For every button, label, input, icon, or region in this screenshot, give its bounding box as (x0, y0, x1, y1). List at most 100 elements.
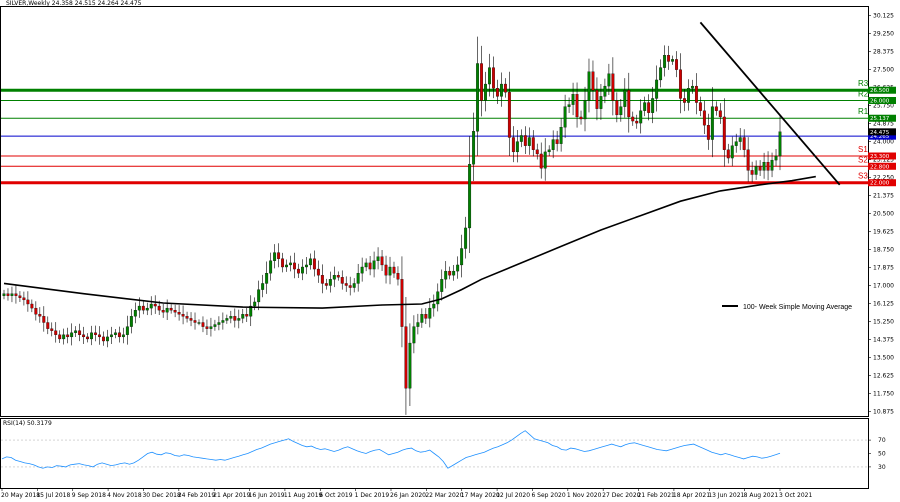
candle-body (547, 149, 551, 153)
candle-body (285, 264, 288, 268)
candle-body (563, 106, 567, 128)
candle-body (2, 293, 6, 296)
candle-body (109, 334, 113, 338)
candle-body (129, 316, 133, 327)
candle-body (559, 127, 563, 144)
price-panel-frame (0, 6, 869, 417)
candle-body (121, 334, 125, 338)
x-tick-label: 8 Aug 2021 (744, 492, 779, 499)
y-tick-label: 25.750 (873, 103, 894, 110)
candle-body (611, 73, 615, 101)
candle-body (38, 314, 42, 317)
x-tick-label: 30 Dec 2018 (142, 492, 181, 499)
candle-body (336, 275, 340, 278)
candle-body (98, 334, 101, 338)
candle-body (535, 149, 539, 155)
candle-body (655, 79, 659, 99)
symbol-header: SILVER,Weekly 24.358 24.515 24.264 24.47… (6, 0, 142, 7)
current-price-tag-text: 24.475 (870, 130, 890, 136)
x-tick-label: 16 Jun 2019 (249, 492, 285, 499)
candle-body (480, 63, 483, 101)
candle-body (137, 305, 141, 311)
x-tick-label: 12 Jul 2020 (496, 492, 530, 499)
rsi-tick-label: 30 (878, 464, 886, 471)
y-tick-label: 17.875 (873, 265, 894, 272)
candle-body (301, 266, 304, 274)
candle-body (639, 110, 643, 124)
candle-body (758, 166, 762, 171)
candle-body (404, 326, 408, 389)
level-price-tag (868, 97, 896, 104)
descending-trendline (699, 21, 841, 186)
candle-body (368, 262, 372, 270)
candle-body (58, 334, 62, 340)
candle-body (774, 155, 778, 161)
x-tick-label: 18 Apr 2021 (673, 492, 710, 499)
x-tick-label: 21 Apr 2019 (213, 492, 250, 499)
level-price-tag (868, 132, 896, 140)
candle-body (651, 98, 655, 113)
candle-body (683, 98, 686, 103)
x-tick-label: 17 May 2020 (461, 492, 500, 499)
candle-body (567, 104, 571, 107)
rsi-line (1, 430, 781, 469)
candle-body (157, 305, 161, 311)
candle-body (746, 149, 750, 171)
candle-body (14, 293, 18, 296)
candle-body (364, 262, 368, 268)
x-tick-label: 13 Jun 2021 (708, 492, 744, 499)
y-tick-label: 18.750 (873, 247, 894, 254)
candle-body (615, 100, 619, 116)
level-price-tag-text: 26.000 (870, 99, 890, 105)
candle-body (197, 322, 201, 324)
candle-body (412, 326, 416, 344)
candle-body (50, 328, 54, 331)
candle-body (46, 322, 50, 329)
sma-100-series (3, 175, 816, 309)
candle-body (667, 55, 671, 62)
candle-body (647, 102, 651, 113)
level-price-tag (868, 162, 896, 170)
y-tick-label: 21.375 (873, 193, 894, 200)
candle-body (297, 268, 300, 274)
y-tick-label: 27.500 (873, 67, 894, 74)
candle-body (372, 260, 376, 270)
candlestick-series (2, 36, 782, 415)
candle-body (18, 295, 22, 298)
y-tick-label: 24.000 (873, 139, 894, 146)
candle-body (452, 270, 456, 276)
candle-body (428, 307, 432, 319)
candle-body (90, 332, 93, 340)
candle-body (742, 137, 746, 150)
level-label: S1 (858, 145, 868, 154)
candle-body (416, 322, 420, 327)
candle-body (293, 262, 296, 270)
candle-body (496, 88, 499, 97)
candle-body (153, 303, 157, 307)
candle-body (583, 100, 587, 120)
candle-body (543, 151, 547, 169)
candle-body (424, 314, 428, 319)
candle-body (687, 88, 690, 103)
candle-body (714, 106, 718, 111)
level-price-tag-text: 22.000 (870, 181, 890, 187)
candle-body (710, 106, 714, 140)
candle-body (169, 307, 173, 311)
candle-body (141, 305, 145, 311)
candle-body (472, 131, 476, 165)
candle-body (241, 314, 245, 319)
candle-body (527, 137, 531, 146)
level-label: R3 (858, 79, 869, 88)
candle-body (78, 330, 82, 335)
candle-body (257, 289, 261, 303)
level-price-tag (868, 152, 896, 160)
candle-body (161, 310, 165, 313)
candle-body (607, 73, 611, 87)
candle-body (754, 166, 758, 175)
candle-body (623, 90, 627, 107)
candle-body (484, 83, 487, 101)
candle-body (348, 285, 352, 288)
candle-body (308, 258, 312, 266)
candle-body (217, 322, 221, 325)
candle-body (273, 252, 277, 261)
